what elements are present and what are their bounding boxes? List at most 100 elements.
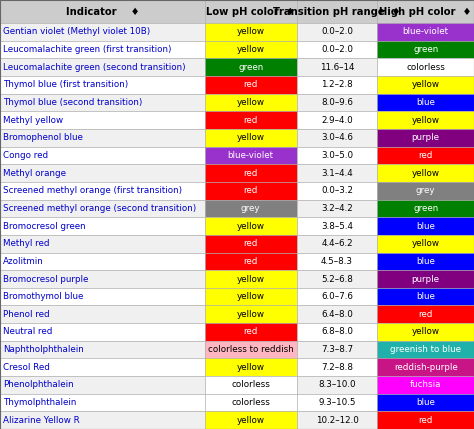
Text: yellow: yellow — [237, 363, 265, 372]
Text: Azolitmin: Azolitmin — [3, 257, 44, 266]
Bar — [0, 164, 205, 182]
Text: 0.0–3.2: 0.0–3.2 — [321, 186, 353, 195]
Bar — [205, 235, 297, 253]
Bar — [377, 182, 474, 199]
Text: colorless: colorless — [406, 63, 445, 72]
Text: Leucomalachite green (second transition): Leucomalachite green (second transition) — [3, 63, 186, 72]
Bar — [297, 23, 377, 41]
Bar — [297, 147, 377, 164]
Bar — [205, 376, 297, 394]
Text: red: red — [244, 257, 258, 266]
Bar — [0, 323, 205, 341]
Text: Bromothymol blue: Bromothymol blue — [3, 292, 84, 301]
Text: 6.8–8.0: 6.8–8.0 — [321, 327, 353, 336]
Text: Naphtholphthalein: Naphtholphthalein — [3, 345, 84, 354]
Bar — [205, 305, 297, 323]
Text: yellow: yellow — [237, 275, 265, 284]
Bar — [0, 199, 205, 217]
Text: 4.5–8.3: 4.5–8.3 — [321, 257, 353, 266]
Text: Gentian violet (Methyl violet 10B): Gentian violet (Methyl violet 10B) — [3, 27, 151, 36]
Bar — [297, 394, 377, 411]
Bar — [377, 253, 474, 270]
Bar — [377, 270, 474, 288]
Bar — [297, 288, 377, 305]
Text: Screened methyl orange (second transition): Screened methyl orange (second transitio… — [3, 204, 197, 213]
Text: grey: grey — [416, 186, 436, 195]
Bar — [0, 394, 205, 411]
Text: yellow: yellow — [237, 310, 265, 319]
Bar — [377, 411, 474, 429]
Text: blue: blue — [416, 398, 435, 407]
Bar — [297, 270, 377, 288]
Text: blue-violet: blue-violet — [228, 151, 274, 160]
Text: 3.0–5.0: 3.0–5.0 — [321, 151, 353, 160]
Bar — [297, 376, 377, 394]
Text: 3.8–5.4: 3.8–5.4 — [321, 222, 353, 230]
Bar — [0, 376, 205, 394]
Text: green: green — [238, 63, 264, 72]
Text: 6.0–7.6: 6.0–7.6 — [321, 292, 353, 301]
Text: Low pH color  ♦: Low pH color ♦ — [206, 6, 295, 17]
Text: blue: blue — [416, 222, 435, 230]
Bar — [0, 41, 205, 58]
Bar — [297, 358, 377, 376]
Text: Bromocresol green: Bromocresol green — [3, 222, 86, 230]
Text: 1.2–2.8: 1.2–2.8 — [321, 80, 353, 89]
Text: blue: blue — [416, 257, 435, 266]
Text: Methyl yellow: Methyl yellow — [3, 116, 64, 125]
Text: grey: grey — [241, 204, 261, 213]
Bar — [297, 235, 377, 253]
Bar — [205, 341, 297, 358]
Text: 3.0–4.6: 3.0–4.6 — [321, 133, 353, 142]
Text: yellow: yellow — [411, 239, 440, 248]
Bar — [205, 394, 297, 411]
Text: High pH color  ♦: High pH color ♦ — [379, 6, 472, 17]
Bar — [377, 288, 474, 305]
Text: colorless to reddish: colorless to reddish — [208, 345, 293, 354]
Text: Screened methyl orange (first transition): Screened methyl orange (first transition… — [3, 186, 182, 195]
Text: fuchsia: fuchsia — [410, 381, 441, 390]
Text: yellow: yellow — [411, 80, 440, 89]
Bar — [377, 0, 474, 23]
Text: Cresol Red: Cresol Red — [3, 363, 50, 372]
Bar — [0, 235, 205, 253]
Text: 8.3–10.0: 8.3–10.0 — [318, 381, 356, 390]
Bar — [205, 164, 297, 182]
Bar — [377, 23, 474, 41]
Bar — [205, 182, 297, 199]
Text: Phenolphthalein: Phenolphthalein — [3, 381, 74, 390]
Bar — [377, 41, 474, 58]
Bar — [0, 76, 205, 94]
Text: 0.0–2.0: 0.0–2.0 — [321, 27, 353, 36]
Text: red: red — [419, 310, 433, 319]
Bar — [0, 341, 205, 358]
Bar — [377, 358, 474, 376]
Bar — [0, 253, 205, 270]
Text: yellow: yellow — [411, 327, 440, 336]
Bar — [205, 253, 297, 270]
Bar — [297, 253, 377, 270]
Text: 3.1–4.4: 3.1–4.4 — [321, 169, 353, 178]
Text: Thymol blue (second transition): Thymol blue (second transition) — [3, 98, 143, 107]
Text: red: red — [419, 151, 433, 160]
Bar — [377, 164, 474, 182]
Text: blue: blue — [416, 98, 435, 107]
Text: Indicator    ♦: Indicator ♦ — [65, 6, 139, 17]
Text: yellow: yellow — [237, 416, 265, 425]
Bar — [297, 76, 377, 94]
Bar — [297, 94, 377, 112]
Text: Alizarine Yellow R: Alizarine Yellow R — [3, 416, 80, 425]
Text: 7.3–8.7: 7.3–8.7 — [321, 345, 353, 354]
Bar — [205, 76, 297, 94]
Bar — [297, 199, 377, 217]
Bar — [205, 411, 297, 429]
Text: red: red — [244, 169, 258, 178]
Bar — [377, 112, 474, 129]
Text: red: red — [244, 116, 258, 125]
Bar — [205, 94, 297, 112]
Text: Congo red: Congo red — [3, 151, 48, 160]
Bar — [205, 358, 297, 376]
Bar — [205, 323, 297, 341]
Bar — [377, 394, 474, 411]
Bar — [205, 217, 297, 235]
